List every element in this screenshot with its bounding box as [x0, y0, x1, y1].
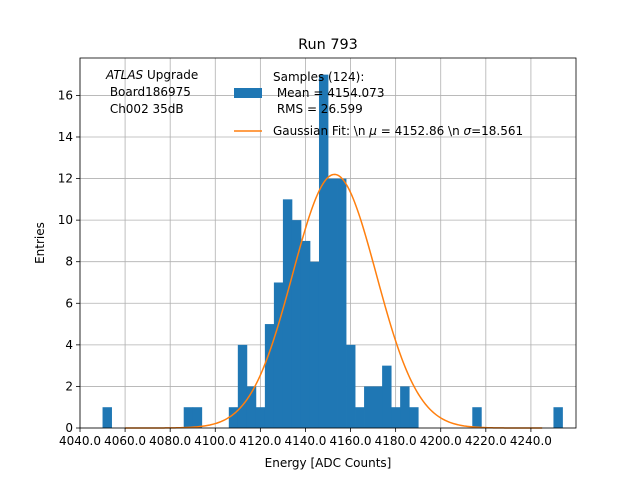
x-axis-label: Energy [ADC Counts]	[265, 456, 392, 470]
legend-fit-sigma: σ	[464, 124, 472, 138]
legend-fit-mid: = 4152.86 \n	[377, 124, 464, 138]
histogram-bar-0	[102, 407, 112, 428]
histogram-bar-26	[337, 178, 347, 428]
histogram-bar-16	[246, 386, 257, 428]
y-tick-label-0: 0	[65, 421, 73, 435]
histogram-bar-31	[382, 365, 392, 428]
legend-fit-label: Gaussian Fit: \n μ = 4152.86 \n σ=18.561	[273, 124, 523, 138]
y-tick-label-4: 8	[65, 255, 73, 269]
histogram-bar-20	[282, 199, 293, 428]
x-axis-ticks: 4040.0 4060.0 4080.0 4100.0 4120.0 4140.0 4160…	[59, 428, 552, 448]
y-tick-label-1: 2	[65, 379, 73, 393]
y-tick-label-3: 6	[65, 296, 73, 310]
x-tick-label-0: 4040.0	[59, 434, 101, 448]
legend-fit-suffix: =18.561	[471, 124, 523, 138]
y-tick-label-8: 16	[58, 88, 73, 102]
histogram-bar-14	[228, 407, 239, 428]
x-tick-label-9: 4220.0	[465, 434, 507, 448]
gaussian-fit-curve	[125, 173, 543, 429]
y-tick-label-2: 4	[65, 338, 73, 352]
histogram-bar-10	[192, 407, 203, 428]
histogram-bar-41	[472, 407, 482, 428]
histogram-bar-50	[553, 407, 563, 428]
y-tick-label-6: 12	[58, 172, 73, 186]
annotation-line-2: Board186975	[106, 85, 191, 99]
histogram-bar-18	[264, 324, 275, 428]
x-tick-label-8: 4200.0	[420, 434, 462, 448]
histogram-bar-17	[255, 407, 266, 428]
histogram-bar-34	[409, 407, 419, 428]
histogram-bar-32	[391, 407, 401, 428]
histogram-bar-23	[309, 261, 320, 428]
plot-frame	[79, 57, 577, 429]
histogram-bar-30	[373, 386, 383, 428]
y-axis-ticks: 0 2 4 6 8 10 12 14 16	[58, 88, 80, 435]
x-tick-label-2: 4080.0	[149, 434, 191, 448]
legend-samples-swatch	[234, 88, 262, 98]
legend: Samples (124): Mean = 4154.073 RMS = 26.…	[234, 70, 523, 138]
legend-samples-line-1: Samples (124):	[273, 70, 364, 84]
x-tick-label-1: 4060.0	[104, 434, 146, 448]
histogram-bar-27	[346, 344, 356, 428]
annotation-line-1: ATLAS Upgrade	[105, 68, 198, 82]
histogram-bar-29	[364, 386, 374, 428]
histogram-bars	[102, 74, 563, 428]
chart-title: Run 793	[298, 37, 358, 53]
annotation-line-3: Ch002 35dB	[106, 102, 184, 116]
x-tick-label-5: 4140.0	[284, 434, 326, 448]
annotation-upgrade: Upgrade	[143, 68, 198, 82]
x-tick-label-3: 4100.0	[194, 434, 236, 448]
legend-samples-line-2: Mean = 4154.073	[273, 86, 384, 100]
x-tick-label-10: 4240.0	[510, 434, 552, 448]
histogram-bar-19	[273, 282, 284, 428]
legend-fit-mu: μ	[368, 124, 377, 138]
histogram-bar-25	[328, 178, 338, 428]
x-tick-label-6: 4160.0	[330, 434, 372, 448]
atlas-annotation: ATLAS Upgrade Board186975 Ch002 35dB	[105, 68, 198, 116]
x-tick-label-7: 4180.0	[375, 434, 417, 448]
histogram-bar-24	[318, 74, 329, 428]
legend-fit-prefix: Gaussian Fit: \n	[273, 124, 369, 138]
histogram-bar-33	[400, 386, 410, 428]
legend-samples-line-3: RMS = 26.599	[273, 102, 363, 116]
x-tick-label-4: 4120.0	[239, 434, 281, 448]
histogram-bar-9	[183, 407, 194, 428]
annotation-atlas: ATLAS	[105, 68, 144, 82]
y-axis-label: Entries	[33, 222, 47, 264]
y-tick-label-7: 14	[58, 130, 73, 144]
histogram-bar-21	[291, 220, 302, 428]
histogram-bar-22	[300, 240, 311, 428]
histogram-bar-28	[355, 407, 365, 428]
y-tick-label-5: 10	[58, 213, 73, 227]
histogram-bar-15	[237, 344, 248, 428]
